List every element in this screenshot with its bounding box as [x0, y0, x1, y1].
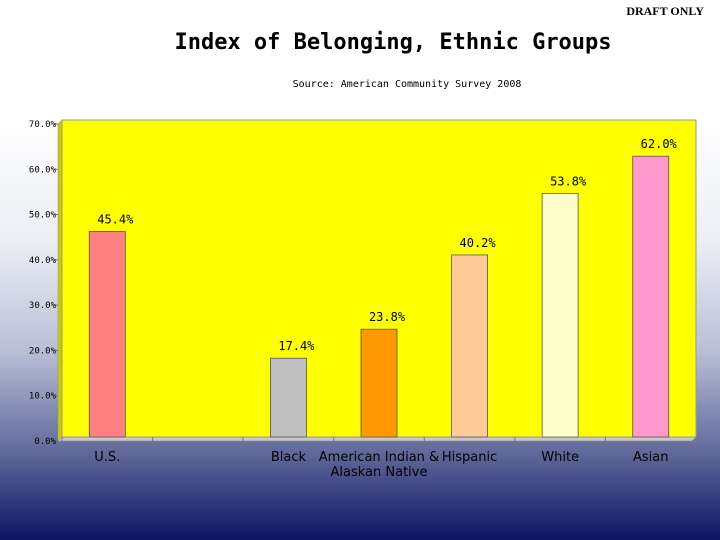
- bar: [270, 357, 307, 438]
- x-tick-label: Black: [271, 450, 307, 465]
- y-tick-label: 40.0%: [29, 256, 57, 266]
- data-label: 45.4%: [97, 212, 134, 226]
- draft-label: DRAFT ONLY: [626, 4, 704, 18]
- bar: [451, 254, 488, 438]
- data-label: 17.4%: [278, 339, 315, 353]
- x-tick-label: Hispanic: [442, 450, 497, 465]
- y-tick-label: 70.0%: [29, 120, 57, 130]
- x-tick-label: American Indian &: [319, 450, 439, 465]
- y-tick-label: 0.0%: [34, 437, 56, 447]
- bar: [360, 328, 398, 438]
- chart-title: Index of Belonging, Ethnic Groups: [174, 30, 612, 55]
- bar: [632, 155, 670, 438]
- chart-subtitle: Source: American Community Survey 2008: [292, 79, 522, 90]
- plot-floor: [57, 436, 697, 442]
- bar: [541, 192, 579, 438]
- x-tick-label: Asian: [633, 450, 668, 465]
- data-label: 62.0%: [641, 137, 678, 151]
- plot-side-wall: [57, 119, 63, 442]
- bar: [88, 231, 126, 438]
- data-label: 23.8%: [369, 310, 406, 324]
- y-tick-label: 10.0%: [29, 392, 57, 402]
- data-label: 40.2%: [460, 236, 497, 250]
- y-tick-label: 50.0%: [29, 211, 57, 221]
- y-tick-label: 20.0%: [29, 346, 57, 356]
- x-tick-label: U.S.: [94, 450, 120, 465]
- data-label: 53.8%: [550, 174, 587, 188]
- y-tick-label: 60.0%: [29, 165, 57, 175]
- x-tick-label: Alaskan Native: [331, 465, 428, 480]
- y-tick-label: 30.0%: [29, 301, 57, 311]
- x-tick-label: White: [541, 450, 579, 465]
